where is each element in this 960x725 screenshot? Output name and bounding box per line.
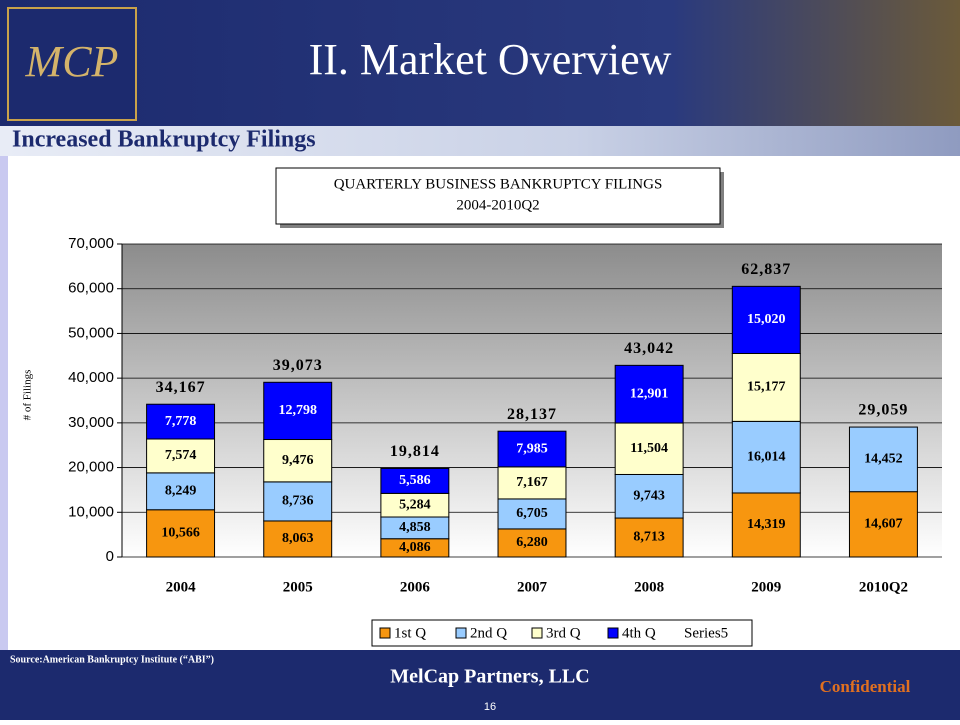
bar-segment bbox=[497, 466, 567, 500]
data-label: 16,014 bbox=[747, 449, 786, 464]
data-label: 4,858 bbox=[399, 520, 431, 535]
data-label: 11,504 bbox=[630, 441, 668, 456]
legend-label: 2nd Q bbox=[470, 625, 507, 641]
total-label: 39,073 bbox=[273, 357, 323, 374]
company: MelCap Partners, LLC bbox=[390, 666, 589, 688]
bar-segment bbox=[497, 430, 567, 468]
data-label: 7,985 bbox=[516, 441, 548, 456]
legend-label: 3rd Q bbox=[546, 625, 581, 641]
y-tick-label: 70,000 bbox=[68, 235, 114, 252]
bar-segment bbox=[263, 439, 333, 483]
y-tick-label: 40,000 bbox=[68, 369, 114, 386]
y-tick-label: 50,000 bbox=[68, 324, 114, 341]
bar-segment bbox=[263, 381, 333, 441]
bar-segment bbox=[731, 353, 801, 422]
legend-label: 4th Q bbox=[622, 625, 656, 641]
data-label: 12,798 bbox=[278, 403, 317, 418]
data-label: 7,778 bbox=[165, 414, 197, 429]
data-label: 8,713 bbox=[633, 530, 665, 545]
legend-swatch bbox=[455, 627, 467, 639]
legend-swatch bbox=[531, 627, 543, 639]
legend-label: 1st Q bbox=[394, 625, 426, 641]
logo-frame bbox=[7, 7, 137, 121]
legend-box bbox=[371, 619, 753, 647]
bar-segment bbox=[614, 422, 684, 475]
header-band bbox=[0, 0, 960, 130]
y-tick-label: 10,000 bbox=[68, 503, 114, 520]
bar-segment bbox=[263, 520, 333, 558]
y-tick-label: 30,000 bbox=[68, 414, 114, 431]
x-tick-label: 2007 bbox=[517, 579, 548, 595]
bar-segment bbox=[731, 285, 801, 355]
bar-segment bbox=[497, 498, 567, 530]
source: Source:American Bankruptcy Institute (“A… bbox=[10, 654, 214, 665]
total-label: 62,837 bbox=[741, 261, 791, 278]
bar-segment bbox=[731, 492, 801, 558]
legend-swatch bbox=[379, 627, 391, 639]
y-tick-label: 20,000 bbox=[68, 459, 114, 476]
confidential: Confidential bbox=[820, 677, 911, 696]
x-tick-label: 2005 bbox=[283, 579, 313, 595]
left-edge bbox=[0, 156, 8, 650]
y-tick-label: 60,000 bbox=[68, 280, 114, 297]
total-label: 34,167 bbox=[156, 379, 206, 396]
data-label: 5,284 bbox=[399, 497, 431, 512]
x-tick-label: 2010Q2 bbox=[859, 579, 908, 595]
bar-segment bbox=[146, 509, 216, 558]
subtitle-band bbox=[0, 126, 960, 156]
data-label: 14,607 bbox=[864, 517, 903, 532]
x-tick-label: 2006 bbox=[400, 579, 431, 595]
bar-segment bbox=[497, 528, 567, 558]
data-label: 5,586 bbox=[399, 473, 431, 488]
x-tick-label: 2004 bbox=[166, 579, 197, 595]
legend-label: Series5 bbox=[684, 625, 728, 641]
data-label: 6,705 bbox=[516, 506, 548, 521]
slide-title: II. Market Overview bbox=[309, 35, 672, 84]
x-tick-label: 2008 bbox=[634, 579, 664, 595]
total-label: 29,059 bbox=[858, 402, 908, 419]
total-label: 19,814 bbox=[390, 443, 440, 460]
chart-title: QUARTERLY BUSINESS BANKRUPTCY FILINGS bbox=[334, 176, 663, 192]
bar-segment bbox=[263, 481, 333, 522]
bar-segment bbox=[614, 517, 684, 558]
logo: MCP bbox=[25, 37, 119, 86]
slide-subtitle: Increased Bankruptcy Filings bbox=[12, 127, 316, 153]
data-label: 14,319 bbox=[747, 517, 786, 532]
data-label: 12,901 bbox=[630, 386, 669, 401]
footer-band bbox=[0, 650, 960, 720]
data-label: 8,736 bbox=[282, 494, 314, 509]
legend-swatch bbox=[607, 627, 619, 639]
data-label: 7,167 bbox=[516, 475, 548, 490]
data-label: 15,020 bbox=[747, 312, 786, 327]
data-label: 7,574 bbox=[165, 448, 197, 463]
data-label: 8,249 bbox=[165, 484, 197, 499]
data-label: 15,177 bbox=[747, 380, 786, 395]
bar-segment bbox=[848, 491, 918, 558]
chart-subtitle: 2004-2010Q2 bbox=[456, 197, 539, 213]
y-tick-label: 0 bbox=[106, 548, 114, 565]
data-label: 6,280 bbox=[516, 535, 548, 550]
data-label: 14,452 bbox=[864, 452, 903, 467]
y-axis-label: # of Filings bbox=[22, 370, 34, 421]
bar-segment bbox=[146, 438, 216, 474]
total-label: 28,137 bbox=[507, 406, 557, 423]
data-label: 9,476 bbox=[282, 453, 314, 468]
chart-title-box bbox=[275, 167, 721, 225]
data-label: 10,566 bbox=[161, 526, 200, 541]
data-label: 8,063 bbox=[282, 531, 314, 546]
data-label: 4,086 bbox=[399, 540, 431, 555]
data-label: 9,743 bbox=[633, 488, 665, 503]
bar-segment bbox=[146, 472, 216, 511]
total-label: 43,042 bbox=[624, 340, 674, 357]
bar-segment bbox=[146, 403, 216, 440]
bar-segment bbox=[380, 467, 450, 494]
bar-segment bbox=[614, 364, 684, 424]
page-number: 16 bbox=[484, 701, 496, 713]
bar-segment bbox=[614, 473, 684, 519]
bar-segment bbox=[848, 426, 918, 493]
x-tick-label: 2009 bbox=[751, 579, 781, 595]
